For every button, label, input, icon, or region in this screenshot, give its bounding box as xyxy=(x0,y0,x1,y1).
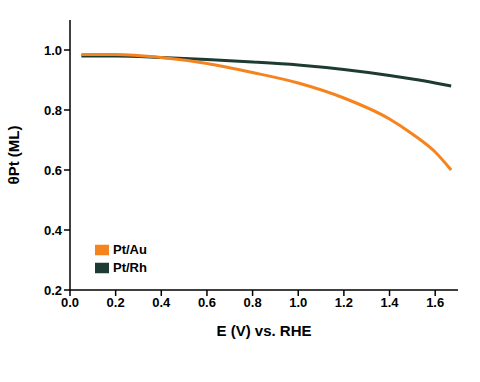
svg-text:θPt (ML): θPt (ML) xyxy=(5,126,22,185)
svg-text:0.0: 0.0 xyxy=(61,295,79,310)
svg-text:0.4: 0.4 xyxy=(44,223,63,238)
svg-text:0.2: 0.2 xyxy=(44,283,62,298)
svg-text:1.0: 1.0 xyxy=(289,295,307,310)
svg-text:1.6: 1.6 xyxy=(426,295,444,310)
svg-text:1.2: 1.2 xyxy=(335,295,353,310)
svg-text:E (V) vs. RHE: E (V) vs. RHE xyxy=(216,322,311,339)
svg-text:0.6: 0.6 xyxy=(44,163,62,178)
svg-text:1.0: 1.0 xyxy=(44,43,62,58)
svg-text:0.2: 0.2 xyxy=(107,295,125,310)
svg-text:0.8: 0.8 xyxy=(44,103,62,118)
svg-text:1.4: 1.4 xyxy=(380,295,399,310)
svg-text:0.8: 0.8 xyxy=(244,295,262,310)
html-text:Pt/Rh: Pt/Rh xyxy=(113,260,147,275)
svg-text:0.6: 0.6 xyxy=(198,295,216,310)
svg-text:0.4: 0.4 xyxy=(152,295,171,310)
html-text:Pt/Au: Pt/Au xyxy=(113,242,147,257)
